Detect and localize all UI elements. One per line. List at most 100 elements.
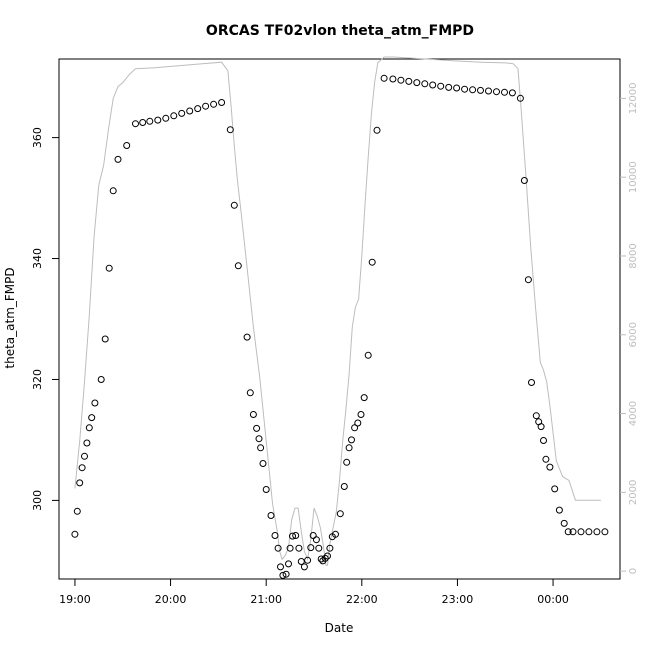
- data-point: [585, 528, 593, 536]
- data-point: [286, 544, 294, 552]
- data-point: [105, 264, 113, 272]
- data-point: [528, 379, 535, 386]
- data-point: [477, 86, 484, 94]
- y2-tick-label: 12000: [628, 82, 639, 114]
- x-tick-label: 21:00: [250, 593, 282, 606]
- data-point: [485, 87, 492, 95]
- data-point: [524, 276, 532, 284]
- data-point: [321, 554, 329, 562]
- data-point: [546, 463, 554, 471]
- y-tick-label: 340: [31, 248, 44, 269]
- data-point: [132, 120, 139, 128]
- y2-tick-label: 6000: [628, 322, 639, 347]
- data-point: [226, 126, 234, 134]
- data-point: [271, 532, 279, 539]
- data-point: [336, 510, 344, 518]
- data-point: [577, 528, 585, 536]
- data-point: [88, 414, 96, 422]
- data-point: [312, 536, 320, 544]
- data-point: [257, 444, 265, 452]
- data-point: [255, 435, 263, 443]
- data-point: [315, 544, 323, 552]
- y2-tick-label: 2000: [628, 480, 639, 505]
- data-point: [274, 544, 282, 552]
- data-point: [354, 419, 362, 427]
- data-point: [405, 77, 413, 85]
- data-point: [537, 423, 545, 431]
- data-point: [123, 142, 131, 149]
- data-point: [357, 411, 365, 418]
- data-point: [139, 119, 147, 126]
- data-point: [437, 82, 445, 90]
- data-point: [380, 74, 388, 82]
- data-point: [340, 483, 348, 490]
- data-point: [259, 460, 267, 467]
- x-tick-label: 00:00: [537, 593, 569, 606]
- data-point: [170, 112, 178, 120]
- scatter-series-group: [71, 74, 609, 579]
- data-point: [348, 436, 355, 444]
- data-point: [368, 258, 376, 266]
- data-point: [593, 528, 601, 536]
- data-point: [285, 560, 292, 568]
- data-point: [289, 532, 296, 540]
- y-axis-label: theta_atm_FMPD: [3, 267, 17, 368]
- data-point: [178, 109, 186, 117]
- data-point: [397, 76, 405, 84]
- x-axis: 19:00 20:00 21:00 22:00 23:00 00:00: [59, 578, 569, 606]
- data-point: [351, 424, 359, 432]
- data-point: [73, 507, 81, 515]
- data-point: [83, 439, 91, 447]
- data-point: [114, 155, 122, 163]
- x-axis-label: Date: [325, 621, 354, 635]
- data-point: [78, 464, 86, 472]
- data-point: [421, 80, 429, 88]
- data-point: [324, 552, 331, 560]
- data-point: [277, 563, 284, 571]
- data-point: [453, 84, 461, 92]
- data-point: [364, 351, 372, 359]
- data-point: [253, 424, 261, 432]
- chart-title: ORCAS TF02vlon theta_atm_FMPD: [206, 23, 474, 39]
- data-point: [345, 444, 353, 452]
- data-point: [429, 81, 437, 89]
- data-point: [267, 512, 275, 519]
- y-tick-label: 360: [31, 127, 44, 148]
- data-point: [508, 89, 516, 97]
- y-tick-label: 320: [31, 369, 44, 390]
- data-point: [560, 519, 568, 527]
- data-point: [230, 201, 238, 209]
- data-point: [154, 116, 162, 124]
- data-point: [389, 75, 397, 83]
- x-tick-label: 23:00: [442, 593, 474, 606]
- data-point: [202, 102, 210, 110]
- data-point: [317, 555, 325, 563]
- data-point: [332, 530, 339, 538]
- data-point: [279, 571, 287, 579]
- data-point: [249, 411, 257, 418]
- data-point: [343, 458, 351, 466]
- data-point: [532, 412, 540, 420]
- y2-tick-label: 4000: [628, 401, 639, 426]
- data-point: [262, 486, 270, 493]
- data-point: [109, 187, 117, 195]
- y-tick-label: 300: [31, 490, 44, 511]
- data-point: [551, 485, 559, 493]
- data-point: [520, 177, 528, 184]
- data-point: [162, 114, 170, 122]
- data-point: [307, 544, 315, 552]
- x-tick-label: 22:00: [346, 593, 378, 606]
- data-point: [194, 105, 202, 113]
- data-point: [493, 88, 500, 96]
- data-point: [360, 394, 368, 402]
- data-point: [601, 528, 609, 536]
- data-point: [101, 335, 109, 343]
- data-point: [91, 399, 99, 407]
- data-point: [76, 479, 84, 487]
- data-point: [234, 262, 242, 270]
- data-point: [542, 455, 550, 463]
- data-point: [304, 556, 312, 564]
- y2-axis: 0 2000 4000 6000 8000 10000 12000: [620, 82, 639, 574]
- data-point: [569, 528, 577, 536]
- data-point: [297, 558, 305, 565]
